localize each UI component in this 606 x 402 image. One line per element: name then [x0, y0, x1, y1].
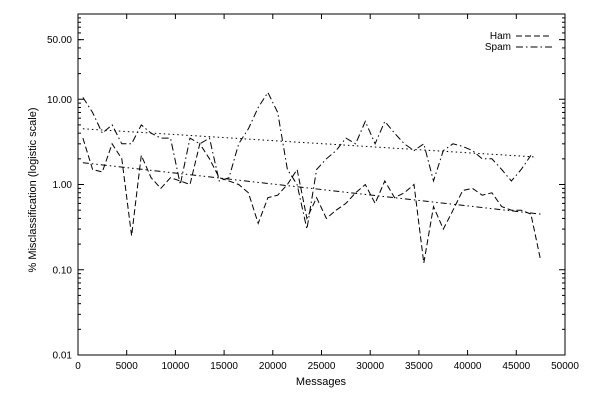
- x-tick-label: 25000: [308, 361, 336, 372]
- y-tick-label: 1.00: [53, 180, 73, 191]
- x-tick-label: 10000: [161, 361, 189, 372]
- plot-frame: [77, 13, 566, 356]
- x-tick-label: 0: [75, 361, 81, 372]
- x-axis-title: Messages: [296, 376, 347, 388]
- series-layer: [82, 91, 542, 264]
- y-tick-label: 50.00: [47, 35, 72, 46]
- y-tick-label: 0.10: [53, 265, 73, 276]
- x-tick-label: 35000: [405, 361, 433, 372]
- x-tick-label: 5000: [116, 361, 139, 372]
- legend-label-ham: Ham: [490, 31, 511, 42]
- series-line-spam: [82, 91, 532, 230]
- series-line-trend-2: [82, 128, 536, 158]
- y-tick-label: 10.00: [47, 95, 72, 106]
- series-line-trend-3: [82, 162, 541, 215]
- x-tick-label: 50000: [551, 361, 579, 372]
- y-axis-ticks: 0.01 0.10 1.00 10.00 50.00: [47, 17, 565, 362]
- y-axis-title: % Misclassification (logistic scale): [27, 107, 39, 272]
- x-tick-label: 15000: [210, 361, 238, 372]
- legend: Ham Spam: [485, 31, 552, 53]
- legend-label-spam: Spam: [485, 42, 511, 53]
- x-tick-label: 45000: [502, 361, 530, 372]
- x-axis-ticks: 0 5000 10000 15000 20000 25000 30000 35000 40000…: [75, 14, 579, 372]
- y-tick-label: 0.01: [53, 351, 73, 362]
- x-tick-label: 30000: [356, 361, 384, 372]
- x-tick-label: 20000: [259, 361, 287, 372]
- x-tick-label: 40000: [454, 361, 482, 372]
- series-line-ham: [82, 137, 542, 264]
